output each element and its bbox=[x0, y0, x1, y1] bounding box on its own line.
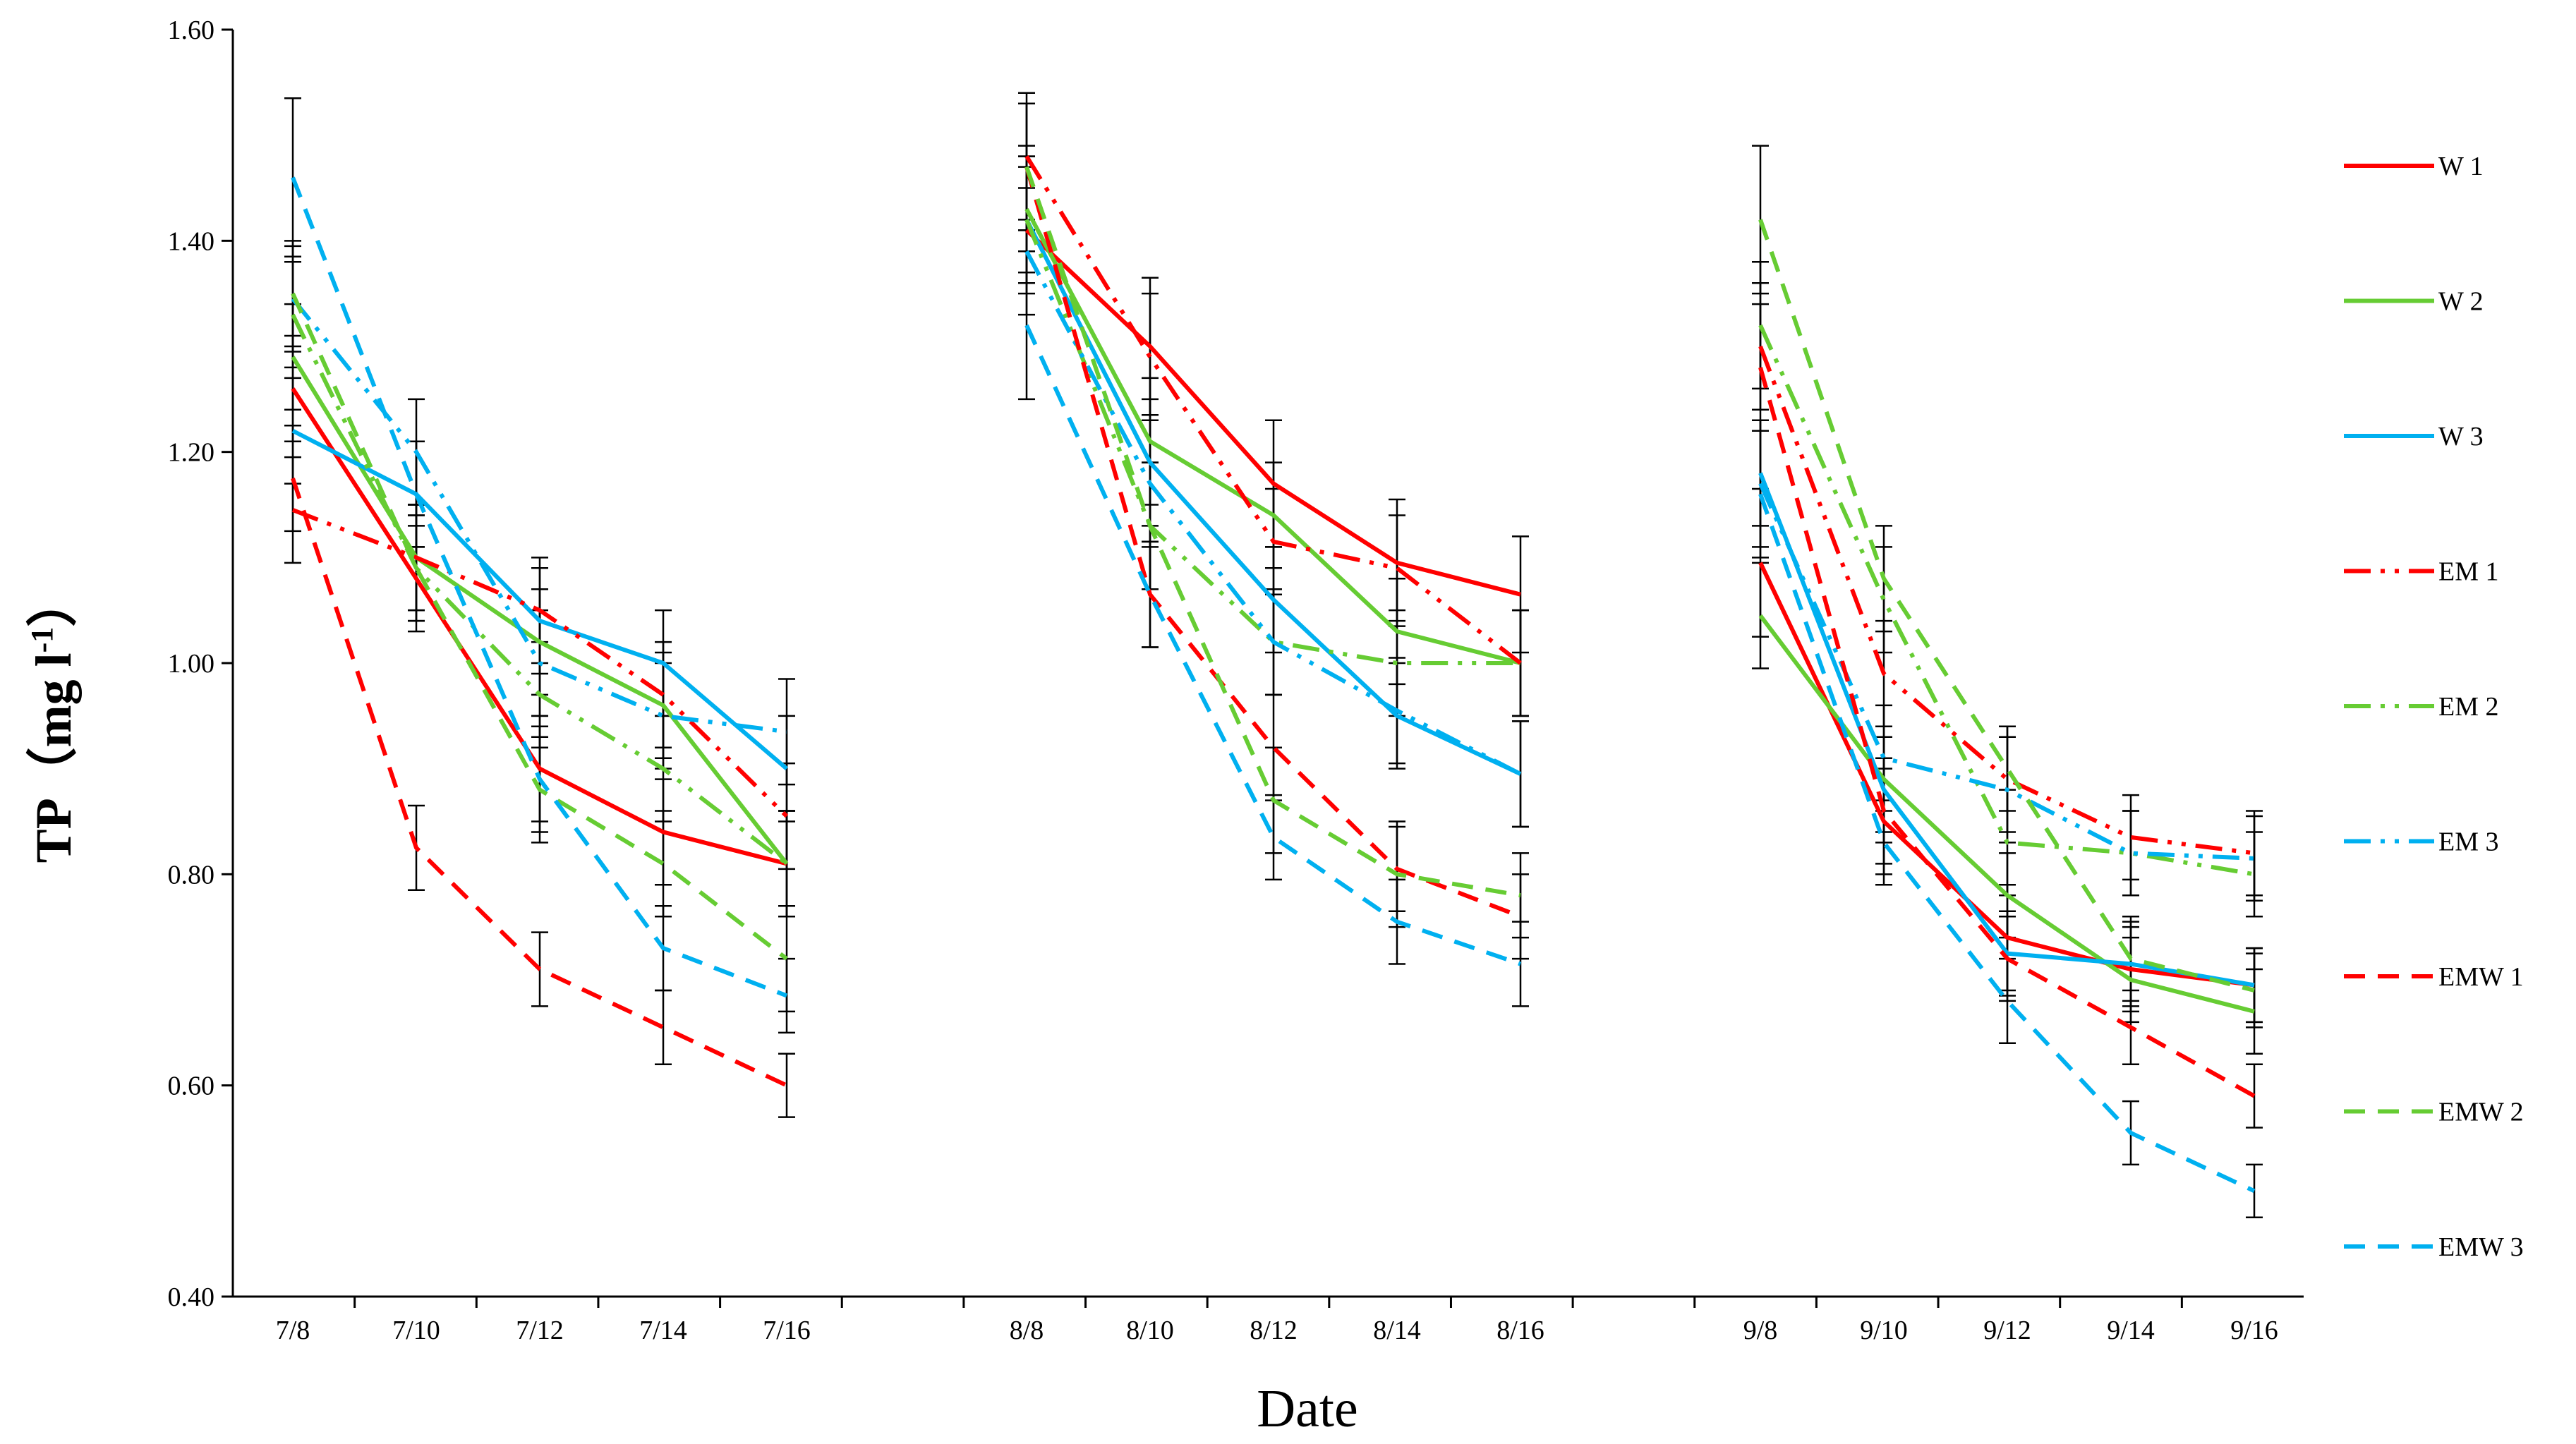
x-tick-label: 7/8 bbox=[276, 1316, 310, 1345]
series-line-em1 bbox=[1024, 155, 1522, 665]
y-tick-label: 0.40 bbox=[168, 1282, 215, 1312]
series-line-w1 bbox=[291, 387, 787, 866]
legend: W 1 W 2 W 3 EM 1 EM 2 EM 3 EMW 1 EMW 2 EMW 3 bbox=[2344, 152, 2524, 1262]
y-tick-label: 1.60 bbox=[168, 16, 215, 45]
series-line-w1 bbox=[1024, 229, 1521, 597]
series-line-emw3 bbox=[1024, 324, 1521, 966]
legend-item-em3: EM 3 bbox=[2344, 827, 2499, 857]
error-bar-emw3 bbox=[1265, 794, 1282, 881]
series-line-w3 bbox=[291, 429, 788, 770]
legend-label: W 1 bbox=[2438, 152, 2484, 181]
legend-label: W 2 bbox=[2438, 287, 2484, 317]
series-line-emw1 bbox=[1758, 367, 2256, 1098]
legend-label: EMW 3 bbox=[2438, 1232, 2524, 1262]
y-tick-label: 0.80 bbox=[168, 860, 215, 890]
axes: 0.40 0.60 0.80 1.00 1.20 1.40 1.60 7/8 7/10 7/12 7… bbox=[168, 16, 2304, 1345]
series-line-w3 bbox=[1024, 219, 1522, 776]
series-line-emw2 bbox=[1024, 166, 1521, 898]
series-line-em2 bbox=[1758, 324, 2255, 877]
x-axis-title: Date bbox=[1257, 1379, 1357, 1438]
series-line-w3 bbox=[1758, 472, 2255, 988]
y-axis-title-sup: -1 bbox=[25, 627, 59, 653]
error-bar-emw1 bbox=[778, 1052, 795, 1118]
x-tick-label: 8/14 bbox=[1373, 1316, 1421, 1345]
x-tick-label: 8/10 bbox=[1126, 1316, 1174, 1345]
x-tick-label: 9/14 bbox=[2107, 1316, 2155, 1345]
x-tick-label: 8/8 bbox=[1010, 1316, 1044, 1345]
legend-label: EM 1 bbox=[2438, 557, 2499, 587]
series-line-emw3 bbox=[1758, 493, 2256, 1194]
legend-item-emw2: EMW 2 bbox=[2344, 1098, 2524, 1127]
legend-item-em2: EM 2 bbox=[2344, 692, 2499, 722]
error-bars bbox=[284, 92, 2263, 1218]
y-axis-title-main: TP（mg l bbox=[25, 653, 82, 863]
y-axis-title-close: ） bbox=[25, 576, 82, 627]
series-line-em2 bbox=[291, 313, 788, 866]
series-line-em1 bbox=[1758, 345, 2255, 856]
series-line-em3 bbox=[1024, 250, 1522, 776]
series-line-em1 bbox=[291, 508, 789, 818]
y-tick-label: 1.00 bbox=[168, 649, 215, 679]
y-tick-label: 1.40 bbox=[168, 226, 215, 256]
x-tick-label: 8/16 bbox=[1496, 1316, 1544, 1345]
legend-item-em1: EM 1 bbox=[2344, 557, 2499, 587]
y-tick-label: 0.60 bbox=[168, 1072, 215, 1101]
legend-label: EMW 2 bbox=[2438, 1098, 2524, 1127]
error-bar-emw2 bbox=[1999, 725, 2016, 812]
x-tick-label: 9/10 bbox=[1860, 1316, 1908, 1345]
error-bar-emw3 bbox=[284, 97, 301, 258]
x-tick-label: 7/12 bbox=[516, 1316, 564, 1345]
x-tick-label: 7/10 bbox=[392, 1316, 440, 1345]
legend-label: W 3 bbox=[2438, 422, 2484, 451]
series-lines bbox=[291, 155, 2256, 1194]
legend-item-w1: W 1 bbox=[2344, 152, 2484, 181]
legend-item-w2: W 2 bbox=[2344, 287, 2484, 317]
series-line-w2 bbox=[1024, 208, 1521, 665]
error-bar-emw3 bbox=[1018, 250, 1035, 401]
series-line-emw2 bbox=[1758, 219, 2255, 993]
x-tick-label: 9/16 bbox=[2230, 1316, 2278, 1345]
error-bar-emw1 bbox=[655, 989, 672, 1065]
series-line-em3 bbox=[291, 297, 787, 734]
series-line-emw2 bbox=[291, 292, 788, 961]
error-bar-em1 bbox=[1389, 514, 1405, 622]
legend-item-w3: W 3 bbox=[2344, 422, 2484, 451]
y-axis-title: TP（mg l-1） bbox=[25, 576, 82, 863]
legend-label: EMW 1 bbox=[2438, 962, 2524, 992]
x-tick-label: 8/12 bbox=[1250, 1316, 1298, 1345]
series-line-emw1 bbox=[1024, 166, 1522, 918]
series-line-w2 bbox=[291, 356, 789, 866]
legend-label: EM 2 bbox=[2438, 692, 2499, 722]
legend-item-emw3: EMW 3 bbox=[2344, 1232, 2524, 1262]
error-bar-em3 bbox=[2122, 810, 2139, 897]
legend-item-emw1: EMW 1 bbox=[2344, 962, 2524, 992]
x-tick-label: 9/8 bbox=[1743, 1316, 1778, 1345]
y-tick-label: 1.20 bbox=[168, 438, 215, 468]
series-line-emw3 bbox=[291, 176, 788, 998]
x-tick-label: 9/12 bbox=[1983, 1316, 2031, 1345]
error-bar-em3 bbox=[2246, 815, 2263, 902]
series-line-em2 bbox=[1024, 219, 1520, 665]
x-tick-label: 7/14 bbox=[639, 1316, 687, 1345]
legend-label: EM 3 bbox=[2438, 827, 2499, 857]
x-tick-label: 7/16 bbox=[763, 1316, 811, 1345]
series-line-w1 bbox=[1758, 562, 2255, 988]
series-line-emw1 bbox=[291, 478, 788, 1088]
